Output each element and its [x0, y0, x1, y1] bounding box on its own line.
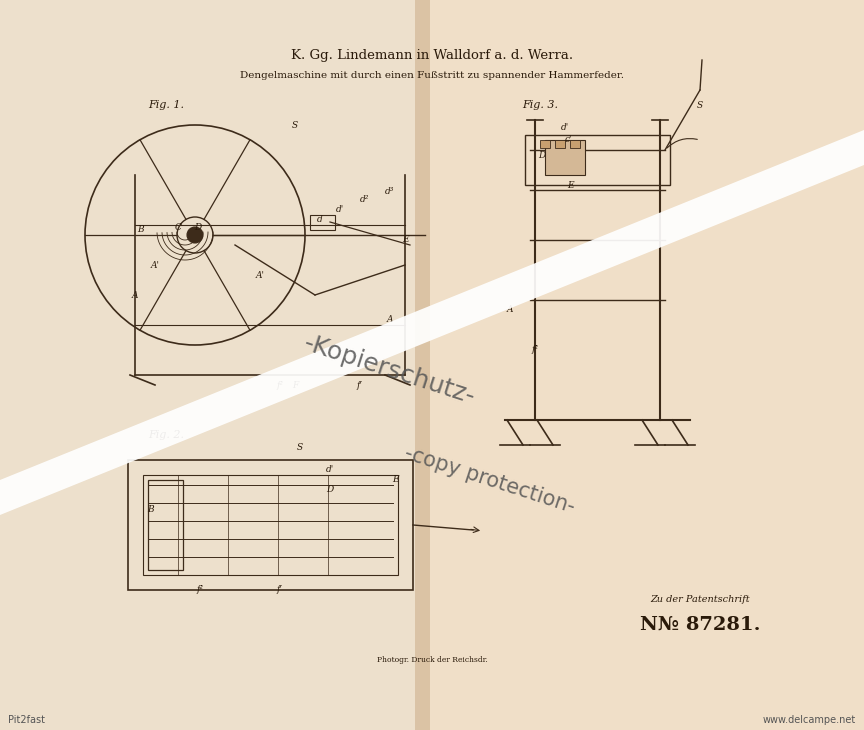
Bar	[128, 460, 413, 590]
Text: C: C	[175, 223, 181, 232]
Text: d': d'	[561, 123, 569, 133]
Polygon shape	[415, 0, 430, 730]
Text: E: E	[567, 180, 574, 190]
Text: Pit2fast: Pit2fast	[8, 715, 45, 725]
Text: N№ 87281.: N№ 87281.	[639, 616, 760, 634]
Text: Fig. 3.: Fig. 3.	[522, 100, 558, 110]
Text: d': d'	[336, 206, 344, 215]
Text: S: S	[297, 442, 303, 451]
Text: S: S	[697, 101, 703, 110]
Bar	[555, 140, 565, 148]
Bar	[540, 140, 550, 148]
Text: f': f'	[277, 585, 283, 594]
Text: c': c'	[564, 136, 572, 145]
Text: B: B	[147, 505, 153, 515]
Text: D: D	[538, 150, 546, 159]
Text: -Kopierschutz-: -Kopierschutz-	[302, 331, 479, 409]
Text: B: B	[137, 226, 143, 234]
Text: f²: f²	[196, 585, 204, 594]
Text: D: D	[194, 223, 201, 232]
Bar	[310, 215, 335, 230]
Text: A: A	[387, 315, 393, 325]
Text: -copy protection-: -copy protection-	[403, 443, 578, 517]
Text: f²: f²	[276, 380, 283, 390]
Bar	[143, 475, 398, 575]
Text: A: A	[131, 291, 138, 299]
Polygon shape	[0, 0, 420, 730]
Bar	[545, 140, 585, 175]
Text: F: F	[292, 380, 298, 390]
Text: E: E	[402, 236, 409, 245]
Text: A: A	[507, 305, 513, 315]
Polygon shape	[0, 130, 864, 515]
Text: A': A'	[150, 261, 160, 269]
Text: A': A'	[256, 271, 264, 280]
Text: f': f'	[357, 380, 363, 390]
Text: K. Gg. Lindemann in Walldorf a. d. Werra.: K. Gg. Lindemann in Walldorf a. d. Werra…	[291, 48, 573, 61]
Text: D: D	[327, 485, 334, 494]
Text: d³: d³	[385, 188, 395, 196]
Bar	[148, 480, 183, 570]
Text: d: d	[317, 215, 323, 225]
Polygon shape	[420, 0, 864, 730]
Text: Fig. 1.: Fig. 1.	[148, 100, 184, 110]
Text: d': d'	[326, 466, 334, 474]
Bar	[570, 140, 580, 148]
Text: d²: d²	[360, 196, 370, 204]
Text: Dengelmaschine mit durch einen Fußstritt zu spannender Hammerfeder.: Dengelmaschine mit durch einen Fußstritt…	[240, 71, 624, 80]
Text: f²: f²	[531, 345, 538, 355]
Text: E: E	[391, 475, 398, 485]
Text: Fig. 2.: Fig. 2.	[148, 430, 184, 440]
Circle shape	[187, 227, 203, 243]
Text: Photogr. Druck der Reichsdr.: Photogr. Druck der Reichsdr.	[377, 656, 487, 664]
Text: Zu der Patentschrift: Zu der Patentschrift	[651, 596, 750, 604]
Bar	[525, 135, 670, 185]
Text: S: S	[292, 120, 298, 129]
Text: www.delcampe.net: www.delcampe.net	[763, 715, 856, 725]
